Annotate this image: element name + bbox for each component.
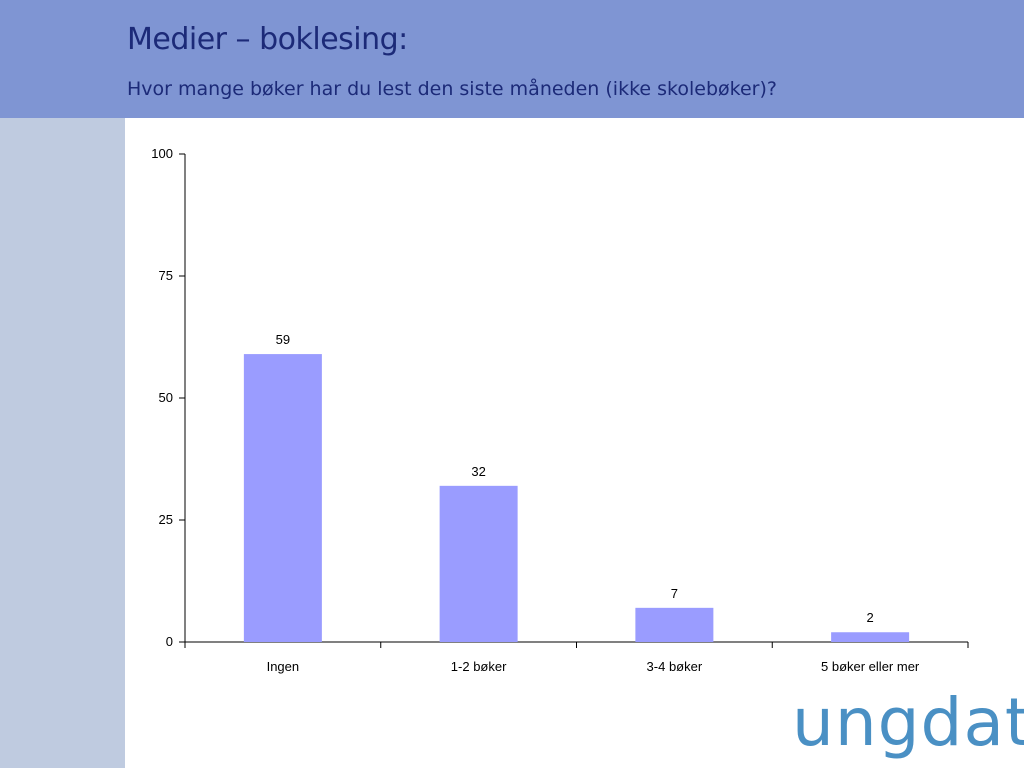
bar bbox=[635, 607, 714, 642]
bar-value-label: 59 bbox=[276, 332, 290, 347]
y-tick-label: 25 bbox=[159, 512, 173, 527]
x-category-label: 1-2 bøker bbox=[451, 659, 507, 674]
x-category-label: Ingen bbox=[267, 659, 300, 674]
y-tick-label: 50 bbox=[159, 390, 173, 405]
bar bbox=[439, 485, 518, 642]
chart-labels: 59 Ingen 32 1-2 bøker 7 3-4 bøker 2 5 bøker ell… bbox=[267, 332, 920, 674]
x-category-label: 5 bøker eller mer bbox=[821, 659, 920, 674]
bar-value-label: 32 bbox=[471, 464, 485, 479]
y-tick-label: 0 bbox=[166, 634, 173, 649]
x-category-label: 3-4 bøker bbox=[647, 659, 703, 674]
page-subtitle: Hvor mange bøker har du lest den siste m… bbox=[127, 78, 777, 100]
bar-value-label: 2 bbox=[867, 610, 874, 625]
bar-value-label: 7 bbox=[671, 586, 678, 601]
left-sidebar-band bbox=[0, 118, 125, 768]
y-tick-label: 100 bbox=[151, 146, 173, 161]
bar bbox=[831, 632, 910, 642]
page-title: Medier – boklesing: bbox=[127, 22, 408, 57]
ungdata-logo: ungdata bbox=[792, 684, 1024, 761]
header-band bbox=[0, 0, 1024, 118]
chart-bars bbox=[243, 354, 910, 642]
bar bbox=[243, 354, 322, 642]
y-tick-label: 75 bbox=[159, 268, 173, 283]
